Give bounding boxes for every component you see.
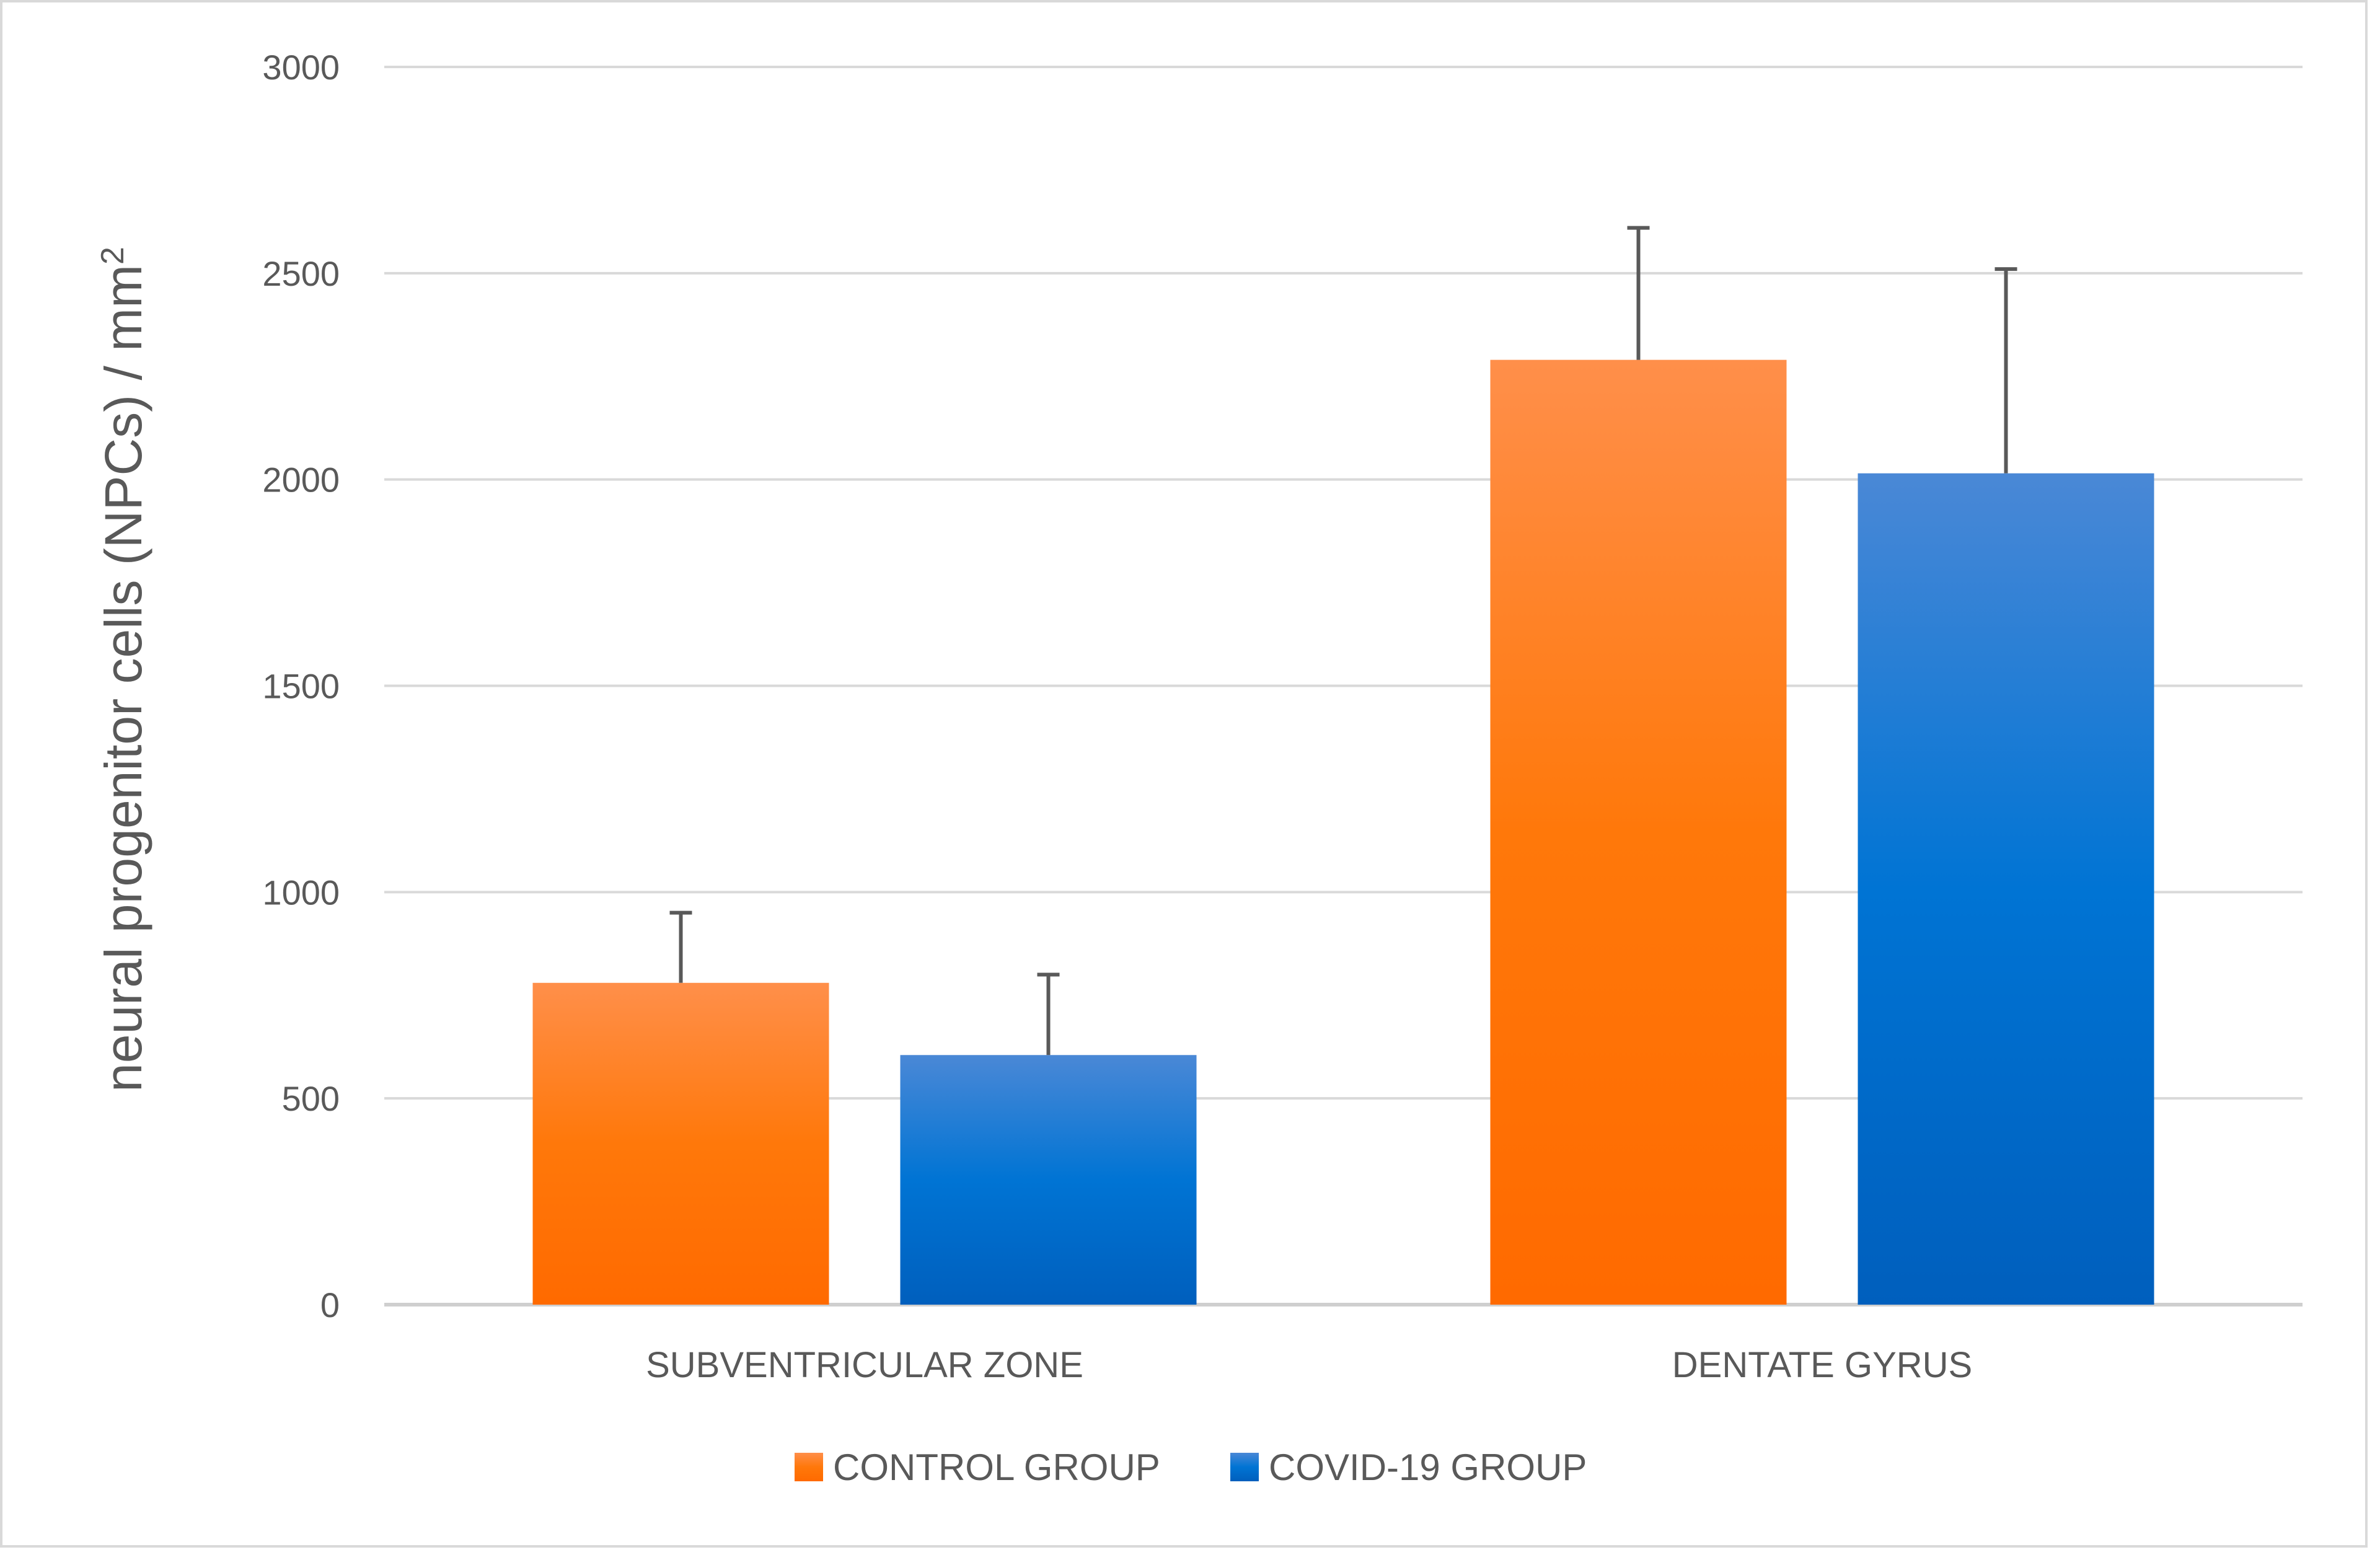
bar-control-group-0 <box>532 982 829 1305</box>
y-axis-label: neural progenitor cells (NPCs) / mm2 <box>94 247 152 1092</box>
y-tick-500: 500 <box>282 1079 340 1118</box>
y-tick-labels: 0 500 1000 1500 2000 2500 3000 <box>262 48 340 1324</box>
category-label-1: DENTATE GYRUS <box>1672 1345 1972 1385</box>
legend-swatch-0 <box>795 1453 823 1481</box>
y-tick-1500: 1500 <box>262 667 340 706</box>
bars <box>532 359 2154 1305</box>
y-tick-2000: 2000 <box>262 461 340 500</box>
category-label-0: SUBVENTRICULAR ZONE <box>646 1345 1083 1385</box>
bar-control-group-1 <box>1490 359 1787 1305</box>
legend-swatch-1 <box>1230 1453 1259 1481</box>
y-tick-2500: 2500 <box>262 254 340 293</box>
legend: CONTROL GROUP COVID-19 GROUP <box>795 1447 1587 1488</box>
y-tick-0: 0 <box>320 1285 340 1324</box>
bar-covid-19-group-0 <box>900 1055 1197 1305</box>
y-tick-3000: 3000 <box>262 48 340 87</box>
legend-label-1: COVID-19 GROUP <box>1269 1447 1587 1488</box>
error-bars <box>669 226 2017 1055</box>
y-tick-1000: 1000 <box>262 873 340 912</box>
category-labels: SUBVENTRICULAR ZONE DENTATE GYRUS <box>646 1345 1972 1385</box>
bar-covid-19-group-1 <box>1858 473 2154 1305</box>
legend-label-0: CONTROL GROUP <box>833 1447 1160 1488</box>
